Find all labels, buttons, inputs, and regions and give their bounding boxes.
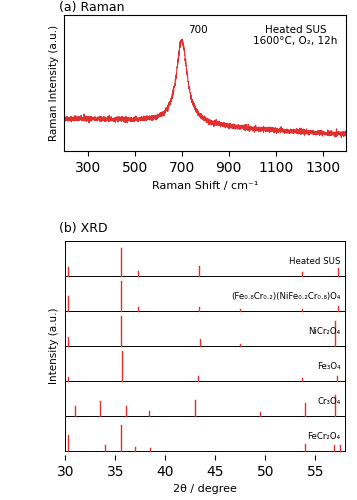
X-axis label: Raman Shift / cm⁻¹: Raman Shift / cm⁻¹ [152, 181, 258, 191]
Y-axis label: Raman Intensity (a.u.): Raman Intensity (a.u.) [49, 25, 59, 142]
X-axis label: 2θ / degree: 2θ / degree [174, 484, 237, 494]
Text: Fe₃O₄: Fe₃O₄ [317, 362, 340, 371]
Text: Heated SUS: Heated SUS [289, 256, 340, 266]
Text: (a) Raman: (a) Raman [59, 1, 124, 14]
Text: 700: 700 [188, 25, 207, 35]
Y-axis label: Intensity (a.u.): Intensity (a.u.) [49, 308, 59, 384]
Text: Cr₃O₄: Cr₃O₄ [317, 397, 340, 406]
Text: (b) XRD: (b) XRD [59, 222, 107, 235]
Text: (Fe₀.₈Cr₀.₂)(NiFe₀.₂Cr₀.₈)O₄: (Fe₀.₈Cr₀.₂)(NiFe₀.₂Cr₀.₈)O₄ [231, 292, 340, 301]
Text: FeCr₂O₄: FeCr₂O₄ [307, 432, 340, 441]
Text: Heated SUS
1600°C, O₂, 12h: Heated SUS 1600°C, O₂, 12h [253, 24, 338, 46]
Text: NiCr₂O₄: NiCr₂O₄ [308, 327, 340, 336]
